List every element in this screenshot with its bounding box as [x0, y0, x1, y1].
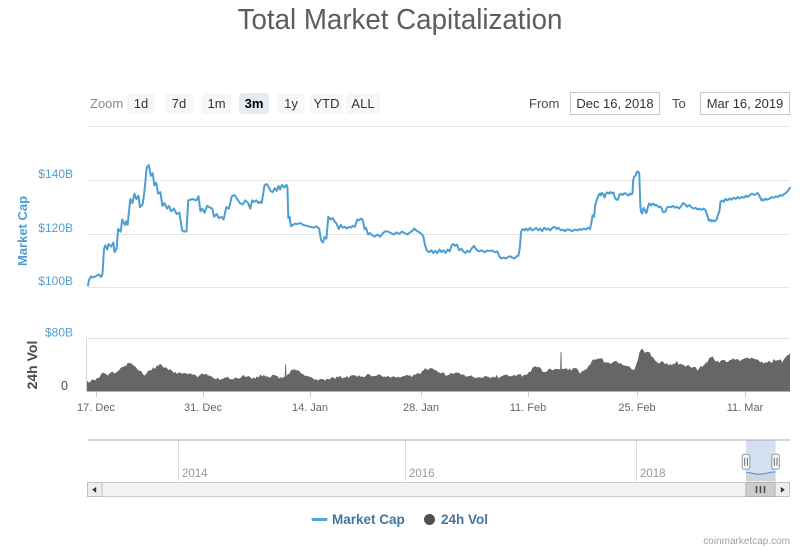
svg-text:17. Dec: 17. Dec [77, 402, 115, 414]
svg-text:25. Feb: 25. Feb [618, 402, 655, 414]
svg-text:11. Feb: 11. Feb [510, 402, 547, 414]
svg-text:$80B: $80B [45, 326, 73, 340]
svg-text:14. Jan: 14. Jan [292, 402, 328, 414]
svg-text:$100B: $100B [38, 274, 73, 288]
svg-text:28. Jan: 28. Jan [403, 402, 439, 414]
svg-text:Market Cap: Market Cap [15, 196, 30, 266]
svg-text:0: 0 [61, 379, 68, 393]
svg-text:$120B: $120B [38, 221, 73, 235]
svg-text:2018: 2018 [640, 468, 666, 480]
svg-text:11. Mar: 11. Mar [727, 402, 764, 414]
svg-text:2014: 2014 [182, 468, 208, 480]
svg-text:$140B: $140B [38, 167, 73, 181]
svg-text:24h Vol: 24h Vol [24, 341, 40, 390]
svg-text:31. Dec: 31. Dec [184, 402, 222, 414]
svg-text:2016: 2016 [409, 468, 435, 480]
